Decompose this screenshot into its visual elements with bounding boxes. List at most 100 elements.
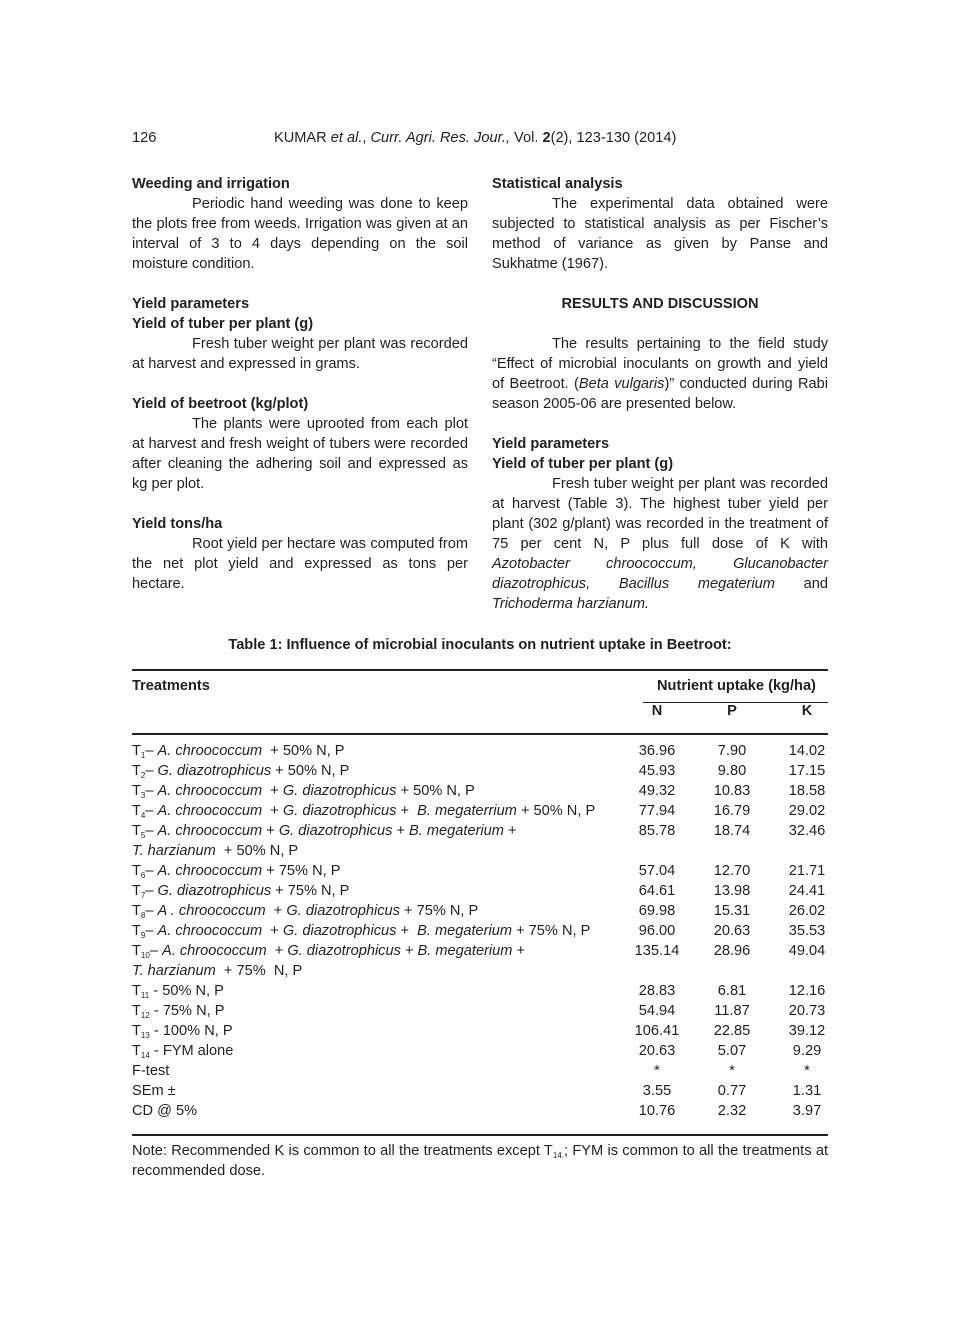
treatment-text: G. diazotrophicus	[282, 923, 397, 939]
treatment-label: T5– A. chroococcum + G. diazotrophicus +…	[132, 821, 517, 841]
value-p: 0.77	[717, 1083, 747, 1099]
value-p: *	[729, 1063, 735, 1079]
treatment-text: +	[262, 803, 283, 819]
value-k: 29.02	[788, 803, 826, 819]
treatment-subscript: 14	[140, 1051, 150, 1060]
column-header-p: P	[727, 703, 737, 719]
table-bottom-rule	[132, 1134, 828, 1136]
value-p: 18.74	[713, 823, 751, 839]
value-p: 16.79	[713, 803, 751, 819]
treatment-text: 50% N, P	[162, 983, 224, 999]
treatment-label: T3– A. chroococcum + G. diazotrophicus +…	[132, 781, 475, 801]
value-n: 28.83	[638, 983, 676, 999]
treatment-text: 100% N, P	[162, 1023, 233, 1039]
treatment-code: T	[132, 763, 141, 779]
treatment-text: A. chroococcum	[157, 823, 263, 839]
table-row-continuation: T. harzianum + 75% N, P	[132, 961, 828, 981]
treatment-label: T8– A . chroococcum + G. diazotrophicus …	[132, 901, 478, 921]
treatment-text: +	[262, 923, 283, 939]
value-k: 18.58	[788, 783, 826, 799]
value-p: 6.81	[717, 983, 747, 999]
treatment-text: 75% N, P	[162, 1003, 225, 1019]
running-head: KUMAR et al., Curr. Agri. Res. Jour., Vo…	[274, 130, 677, 146]
column-header-treatments: Treatments	[132, 678, 210, 694]
treatment-label: T12 - 75% N, P	[132, 1001, 224, 1021]
treatment-text: + 75% N, P	[215, 963, 303, 979]
value-p: 12.70	[713, 863, 751, 879]
paragraph: Fresh tuber weight per plant was recorde…	[492, 476, 829, 612]
stats-row: CD @ 5% 10.76 2.32 3.97	[132, 1101, 828, 1121]
table-row: T13 - 100% N, P 106.41 22.85 39.12	[132, 1021, 828, 1041]
treatment-text: G. diazotrophicus	[282, 783, 397, 799]
separator: -	[149, 1023, 163, 1039]
subsection-heading: Yield tons/ha	[132, 516, 223, 532]
value-k: *	[804, 1063, 810, 1079]
treatment-label: T. harzianum + 75% N, P	[132, 961, 302, 981]
value-n: 96.00	[638, 923, 676, 939]
treatment-label: T2– G. diazotrophicus + 50% N, P	[132, 761, 349, 781]
treatment-subscript: 7	[140, 891, 146, 900]
group-rule	[643, 702, 828, 703]
section-heading: Yield parameters	[492, 436, 610, 452]
paragraph: The results pertaining to the field stud…	[492, 336, 828, 412]
treatment-text: + 75% N, P	[399, 903, 479, 919]
section-heading: Yield parameters	[132, 296, 250, 312]
value-p: 10.83	[713, 783, 751, 799]
value-k: 49.04	[788, 943, 826, 959]
value-p: 2.32	[717, 1103, 747, 1119]
treatment-text: G. diazotrophicus	[282, 803, 397, 819]
treatment-code: T	[132, 923, 141, 939]
separator: -	[149, 1003, 163, 1019]
value-n: 54.94	[638, 1003, 676, 1019]
treatment-text: + 50% N, P	[516, 803, 596, 819]
column-header-n: N	[651, 703, 663, 719]
page-number: 126	[132, 130, 157, 146]
column-header-k: K	[801, 703, 813, 719]
value-k: 12.16	[788, 983, 826, 999]
treatment-text: A. chroococcum	[157, 803, 263, 819]
paragraph: Periodic hand weeding was done to keep t…	[132, 196, 468, 272]
value-k: 20.73	[788, 1003, 826, 1019]
paragraph: The plants were uprooted from each plot …	[132, 416, 468, 492]
treatment-subscript: 8	[140, 911, 146, 920]
section-heading: Weeding and irrigation	[132, 176, 290, 192]
treatment-subscript: 13	[140, 1031, 150, 1040]
treatment-text: + 50% N, P	[396, 783, 475, 799]
treatment-label: T10– A. chroococcum + G. diazotrophicus …	[132, 941, 525, 961]
treatment-text: +	[400, 943, 418, 959]
treatment-code: T	[132, 943, 141, 959]
treatment-code: T	[132, 903, 141, 919]
treatment-code: T	[132, 1023, 141, 1039]
treatment-text: G. diazotrophicus	[157, 883, 272, 899]
treatment-code: T	[132, 883, 141, 899]
separator: -	[149, 983, 163, 999]
treatment-subscript: 1	[140, 751, 146, 760]
treatment-label: T11 - 50% N, P	[132, 981, 224, 1001]
treatment-label: T9– A. chroococcum + G. diazotrophicus +…	[132, 921, 590, 941]
value-k: 14.02	[788, 743, 826, 759]
treatment-label: T. harzianum + 50% N, P	[132, 841, 298, 861]
value-p: 7.90	[717, 743, 747, 759]
value-p: 15.31	[713, 903, 751, 919]
treatment-label: T4– A. chroococcum + G. diazotrophicus +…	[132, 801, 595, 821]
treatment-label: T7– G. diazotrophicus + 75% N, P	[132, 881, 349, 901]
subsection-heading: Yield of tuber per plant (g)	[492, 456, 674, 472]
value-p: 11.87	[714, 1003, 750, 1019]
treatment-subscript: 12	[140, 1011, 150, 1020]
value-k: 39.12	[788, 1023, 826, 1039]
separator: –	[149, 943, 162, 959]
treatment-code: T	[132, 803, 141, 819]
treatment-text: + 50% N, P	[262, 743, 345, 759]
value-n: 85.78	[638, 823, 676, 839]
subsection-heading: Yield of beetroot (kg/plot)	[132, 396, 309, 412]
treatment-code: T	[132, 983, 141, 999]
treatment-text: + 75% N, P	[512, 923, 591, 939]
treatment-text: B. megaterium	[417, 943, 513, 959]
table-row: T12 - 75% N, P 54.94 11.87 20.73	[132, 1001, 828, 1021]
treatment-text: G. diazotrophicus	[157, 763, 272, 779]
separator: –	[145, 823, 158, 839]
table-top-rule	[132, 669, 828, 671]
value-p: 5.07	[717, 1043, 747, 1059]
value-n: 10.76	[638, 1103, 676, 1119]
treatment-subscript: 6	[140, 871, 146, 880]
